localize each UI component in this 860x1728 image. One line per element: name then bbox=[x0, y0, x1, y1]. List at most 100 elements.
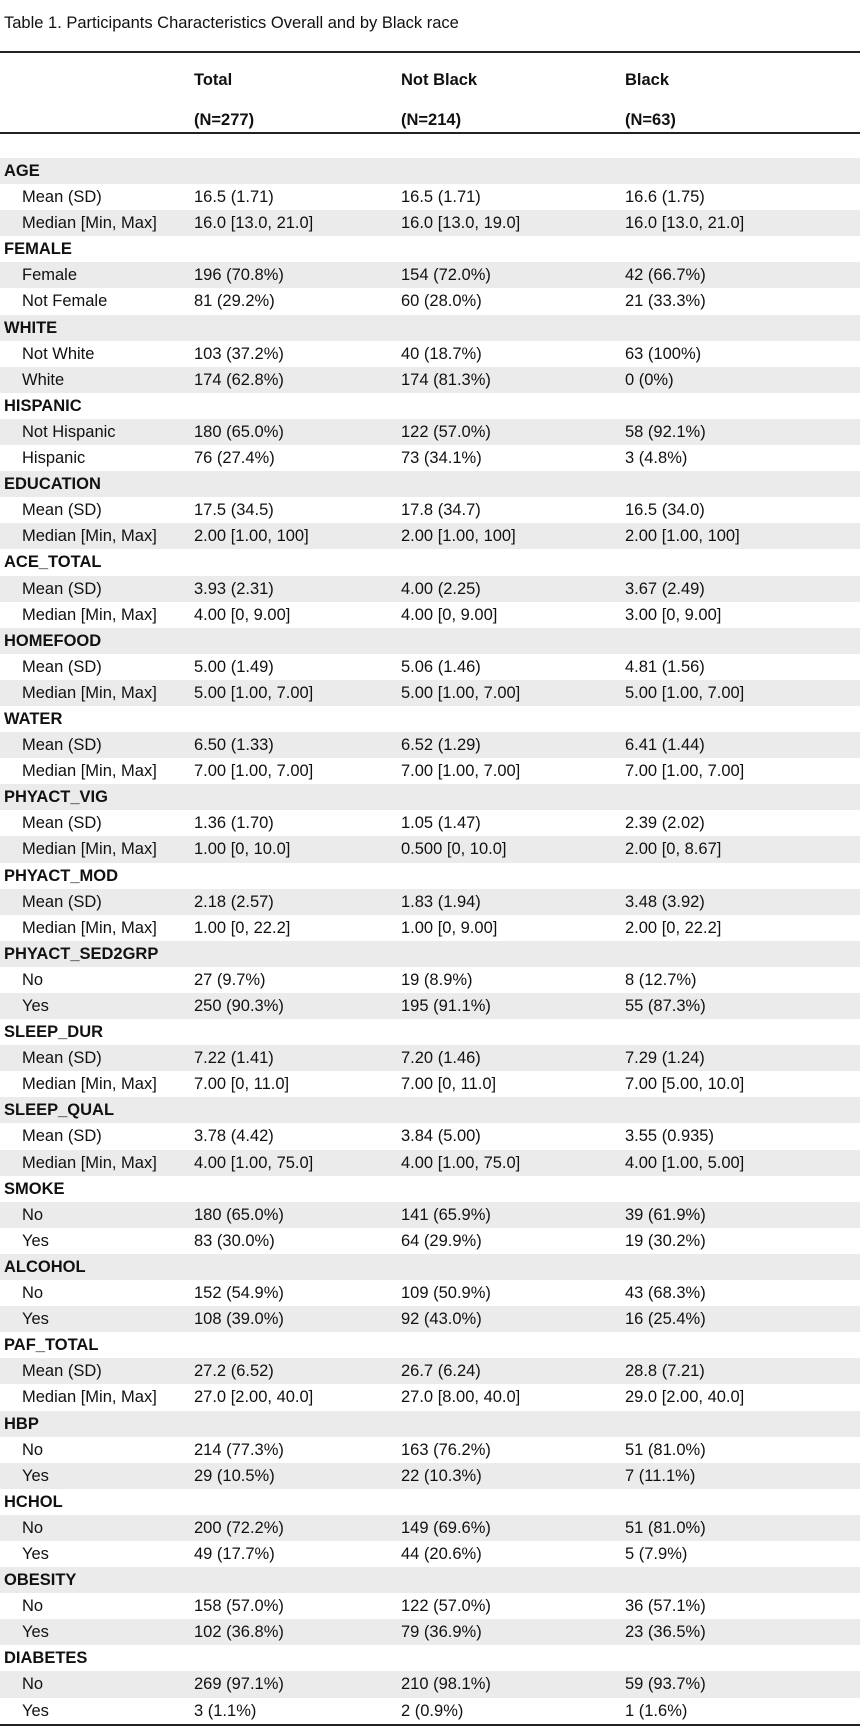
value-not-black: 122 (57.0%) bbox=[401, 422, 491, 441]
value-black: 1 (1.6%) bbox=[625, 1701, 688, 1720]
table-row: Mean (SD) 5.00 (1.49) 5.06 (1.46) 4.81 (1.5… bbox=[0, 654, 860, 680]
table-row: Median [Min, Max] 1.00 [0, 22.2] 1.00 [0, … bbox=[0, 915, 860, 941]
table-body: AGE Mean (SD) 16.5 (1.71) 16.5 (1.71) 16.6 (… bbox=[0, 158, 860, 1724]
variable-row: AGE bbox=[0, 158, 860, 185]
value-black: 43 (68.3%) bbox=[625, 1284, 706, 1303]
table-row: Mean (SD) 17.5 (34.5) 17.8 (34.7) 16.5 (34.… bbox=[0, 497, 860, 523]
value-total: 102 (36.8%) bbox=[194, 1623, 284, 1642]
table-row: Yes 29 (10.5%) 22 (10.3%) 7 (11.1%) bbox=[0, 1462, 860, 1489]
value-total: 27.0 [2.00, 40.0] bbox=[194, 1388, 314, 1407]
value-total: 7.22 (1.41) bbox=[194, 1049, 274, 1068]
column-header-total: Total bbox=[194, 71, 233, 89]
value-not-black: 0.500 [0, 10.0] bbox=[401, 840, 507, 859]
table-row: No 152 (54.9%) 109 (50.9%) 43 (68.3%) bbox=[0, 1280, 860, 1306]
table-row: Not Hispanic 180 (65.0%) 122 (57.0%) 58 (92… bbox=[0, 418, 860, 446]
value-not-black: 7.20 (1.46) bbox=[401, 1049, 481, 1068]
column-n-total: (N=277) bbox=[194, 111, 255, 129]
statistic-label: Mean (SD) bbox=[22, 1049, 102, 1068]
variable-name: WHITE bbox=[4, 318, 58, 337]
value-black: 63 (100%) bbox=[625, 344, 702, 363]
value-black: 7.00 [5.00, 10.0] bbox=[625, 1075, 745, 1094]
statistic-label: Mean (SD) bbox=[22, 814, 102, 833]
statistic-label: No bbox=[22, 970, 44, 989]
table-row: No 180 (65.0%) 141 (65.9%) 39 (61.9%) bbox=[0, 1201, 860, 1228]
variable-row: PAF_TOTAL bbox=[0, 1332, 860, 1358]
value-total: 5.00 (1.49) bbox=[194, 657, 274, 676]
value-total: 174 (62.8%) bbox=[194, 370, 284, 389]
table-row: Yes 102 (36.8%) 79 (36.9%) 23 (36.5%) bbox=[0, 1619, 860, 1646]
statistic-label: Not Female bbox=[22, 292, 108, 311]
table-caption: Table 1. Participants Characteristics Ov… bbox=[4, 14, 459, 32]
value-black: 21 (33.3%) bbox=[625, 292, 706, 311]
value-black: 3.48 (3.92) bbox=[625, 892, 705, 911]
table-row: Yes 49 (17.7%) 44 (20.6%) 5 (7.9%) bbox=[0, 1541, 860, 1567]
value-black: 58 (92.1%) bbox=[625, 422, 706, 441]
value-black: 4.81 (1.56) bbox=[625, 657, 705, 676]
variable-name: SMOKE bbox=[4, 1179, 65, 1198]
table-row: Hispanic 76 (27.4%) 73 (34.1%) 3 (4.8%) bbox=[0, 445, 860, 471]
value-black: 7 (11.1%) bbox=[625, 1466, 696, 1485]
table-row: Mean (SD) 16.5 (1.71) 16.5 (1.71) 16.6 (1.7… bbox=[0, 184, 860, 210]
value-black: 42 (66.7%) bbox=[625, 266, 706, 285]
value-black: 3.67 (2.49) bbox=[625, 579, 705, 598]
table-row: Median [Min, Max] 27.0 [2.00, 40.0] 27.0 [… bbox=[0, 1384, 860, 1410]
value-black: 0 (0%) bbox=[625, 370, 674, 389]
variable-name: HOMEFOOD bbox=[4, 631, 102, 650]
value-black: 2.00 [0, 22.2] bbox=[625, 918, 722, 937]
variable-row: PHYACT_SED2GRP bbox=[0, 940, 860, 967]
value-total: 180 (65.0%) bbox=[194, 422, 284, 441]
table-row: No 158 (57.0%) 122 (57.0%) 36 (57.1%) bbox=[0, 1593, 860, 1619]
variable-row: DIABETES bbox=[0, 1645, 860, 1671]
value-black: 5 (7.9%) bbox=[625, 1544, 688, 1563]
statistic-label: Yes bbox=[22, 1701, 49, 1720]
value-not-black: 60 (28.0%) bbox=[401, 292, 482, 311]
value-black: 51 (81.0%) bbox=[625, 1440, 706, 1459]
column-n-black: (N=63) bbox=[625, 111, 676, 129]
value-not-black: 92 (43.0%) bbox=[401, 1310, 482, 1329]
value-not-black: 210 (98.1%) bbox=[401, 1675, 491, 1694]
table-row: Mean (SD) 7.22 (1.41) 7.20 (1.46) 7.29 (1.2… bbox=[0, 1045, 860, 1072]
statistic-label: Hispanic bbox=[22, 449, 86, 468]
statistic-label: Median [Min, Max] bbox=[22, 1153, 157, 1172]
statistic-label: Yes bbox=[22, 1310, 49, 1329]
statistic-label: Not Hispanic bbox=[22, 422, 116, 441]
value-not-black: 141 (65.9%) bbox=[401, 1205, 491, 1224]
value-black: 2.39 (2.02) bbox=[625, 814, 705, 833]
table-row: Yes 3 (1.1%) 2 (0.9%) 1 (1.6%) bbox=[0, 1698, 860, 1724]
variable-name: HBP bbox=[4, 1414, 39, 1433]
value-not-black: 4.00 [1.00, 75.0] bbox=[401, 1153, 521, 1172]
value-not-black: 5.00 [1.00, 7.00] bbox=[401, 683, 521, 702]
variable-name: SLEEP_QUAL bbox=[4, 1101, 115, 1120]
variable-name: EDUCATION bbox=[4, 475, 101, 494]
variable-row: HCHOL bbox=[0, 1489, 860, 1515]
statistic-label: Yes bbox=[22, 1231, 49, 1250]
value-total: 152 (54.9%) bbox=[194, 1284, 284, 1303]
statistic-label: Mean (SD) bbox=[22, 892, 102, 911]
value-black: 3.55 (0.935) bbox=[625, 1127, 714, 1146]
column-header-not-black: Not Black bbox=[401, 71, 478, 89]
value-black: 4.00 [1.00, 5.00] bbox=[625, 1153, 745, 1172]
value-black: 36 (57.1%) bbox=[625, 1597, 706, 1616]
value-total: 3.93 (2.31) bbox=[194, 579, 274, 598]
value-total: 7.00 [0, 11.0] bbox=[194, 1075, 290, 1094]
value-total: 4.00 [0, 9.00] bbox=[194, 605, 291, 624]
value-not-black: 27.0 [8.00, 40.0] bbox=[401, 1388, 521, 1407]
statistic-label: White bbox=[22, 370, 65, 389]
value-black: 16.6 (1.75) bbox=[625, 188, 705, 207]
table-row: No 200 (72.2%) 149 (69.6%) 51 (81.0%) bbox=[0, 1514, 860, 1541]
value-total: 108 (39.0%) bbox=[194, 1310, 284, 1329]
value-total: 1.00 [0, 22.2] bbox=[194, 918, 291, 937]
table-row: Median [Min, Max] 4.00 [0, 9.00] 4.00 [0, … bbox=[0, 602, 860, 628]
variable-name: OBESITY bbox=[4, 1571, 77, 1590]
variable-row: ACE_TOTAL bbox=[0, 549, 860, 575]
value-not-black: 79 (36.9%) bbox=[401, 1623, 482, 1642]
value-total: 3.78 (4.42) bbox=[194, 1127, 274, 1146]
variable-row: HISPANIC bbox=[0, 393, 860, 419]
statistic-label: Median [Min, Max] bbox=[22, 605, 157, 624]
variable-name: HISPANIC bbox=[4, 396, 82, 415]
table-row: Median [Min, Max] 16.0 [13.0, 21.0] 16.0 [… bbox=[0, 210, 860, 237]
variable-row: HBP bbox=[0, 1410, 860, 1437]
table-row: Mean (SD) 1.36 (1.70) 1.05 (1.47) 2.39 (2.0… bbox=[0, 810, 860, 836]
variable-row: SMOKE bbox=[0, 1176, 860, 1202]
value-total: 250 (90.3%) bbox=[194, 997, 284, 1015]
